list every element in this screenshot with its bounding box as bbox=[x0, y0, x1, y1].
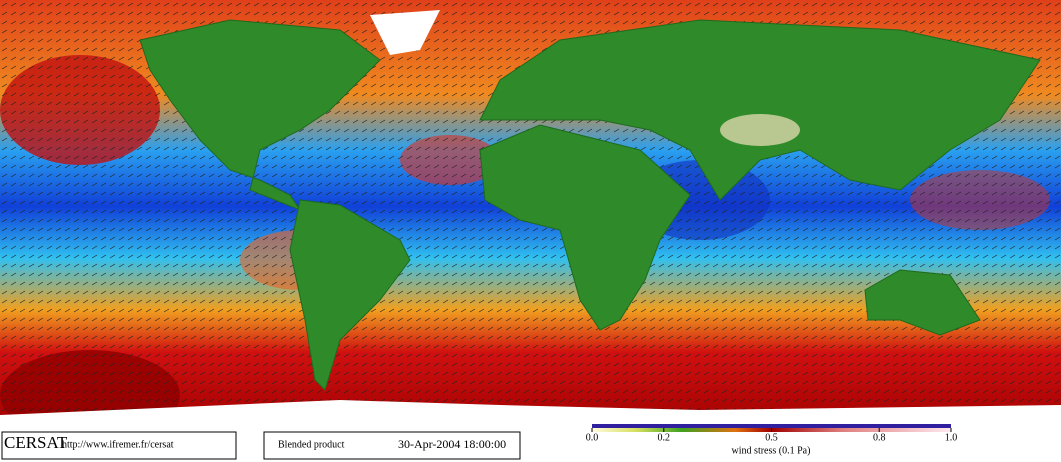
colorbar-tick-label: 0.0 bbox=[586, 432, 599, 443]
colorbar-tick-label: 0.5 bbox=[765, 432, 778, 443]
product: Blended product bbox=[278, 439, 345, 450]
land bbox=[139, 19, 1041, 391]
colorbar-label: wind stress (0.1 Pa) bbox=[732, 445, 811, 456]
url: http://www.ifremer.fr/cersat bbox=[62, 439, 174, 450]
colorbar-tick-label: 1.0 bbox=[945, 432, 958, 443]
datetime: 30-Apr-2004 18:00:00 bbox=[398, 437, 506, 451]
colorbar-tick-label: 0.2 bbox=[658, 432, 671, 443]
logo-box bbox=[1, 431, 237, 460]
ice bbox=[0, 10, 1061, 430]
product-box bbox=[263, 431, 521, 460]
logo: CERSAT bbox=[4, 433, 68, 452]
colorbar-top bbox=[592, 424, 951, 428]
colorbar-tick-label: 0.8 bbox=[873, 432, 886, 443]
